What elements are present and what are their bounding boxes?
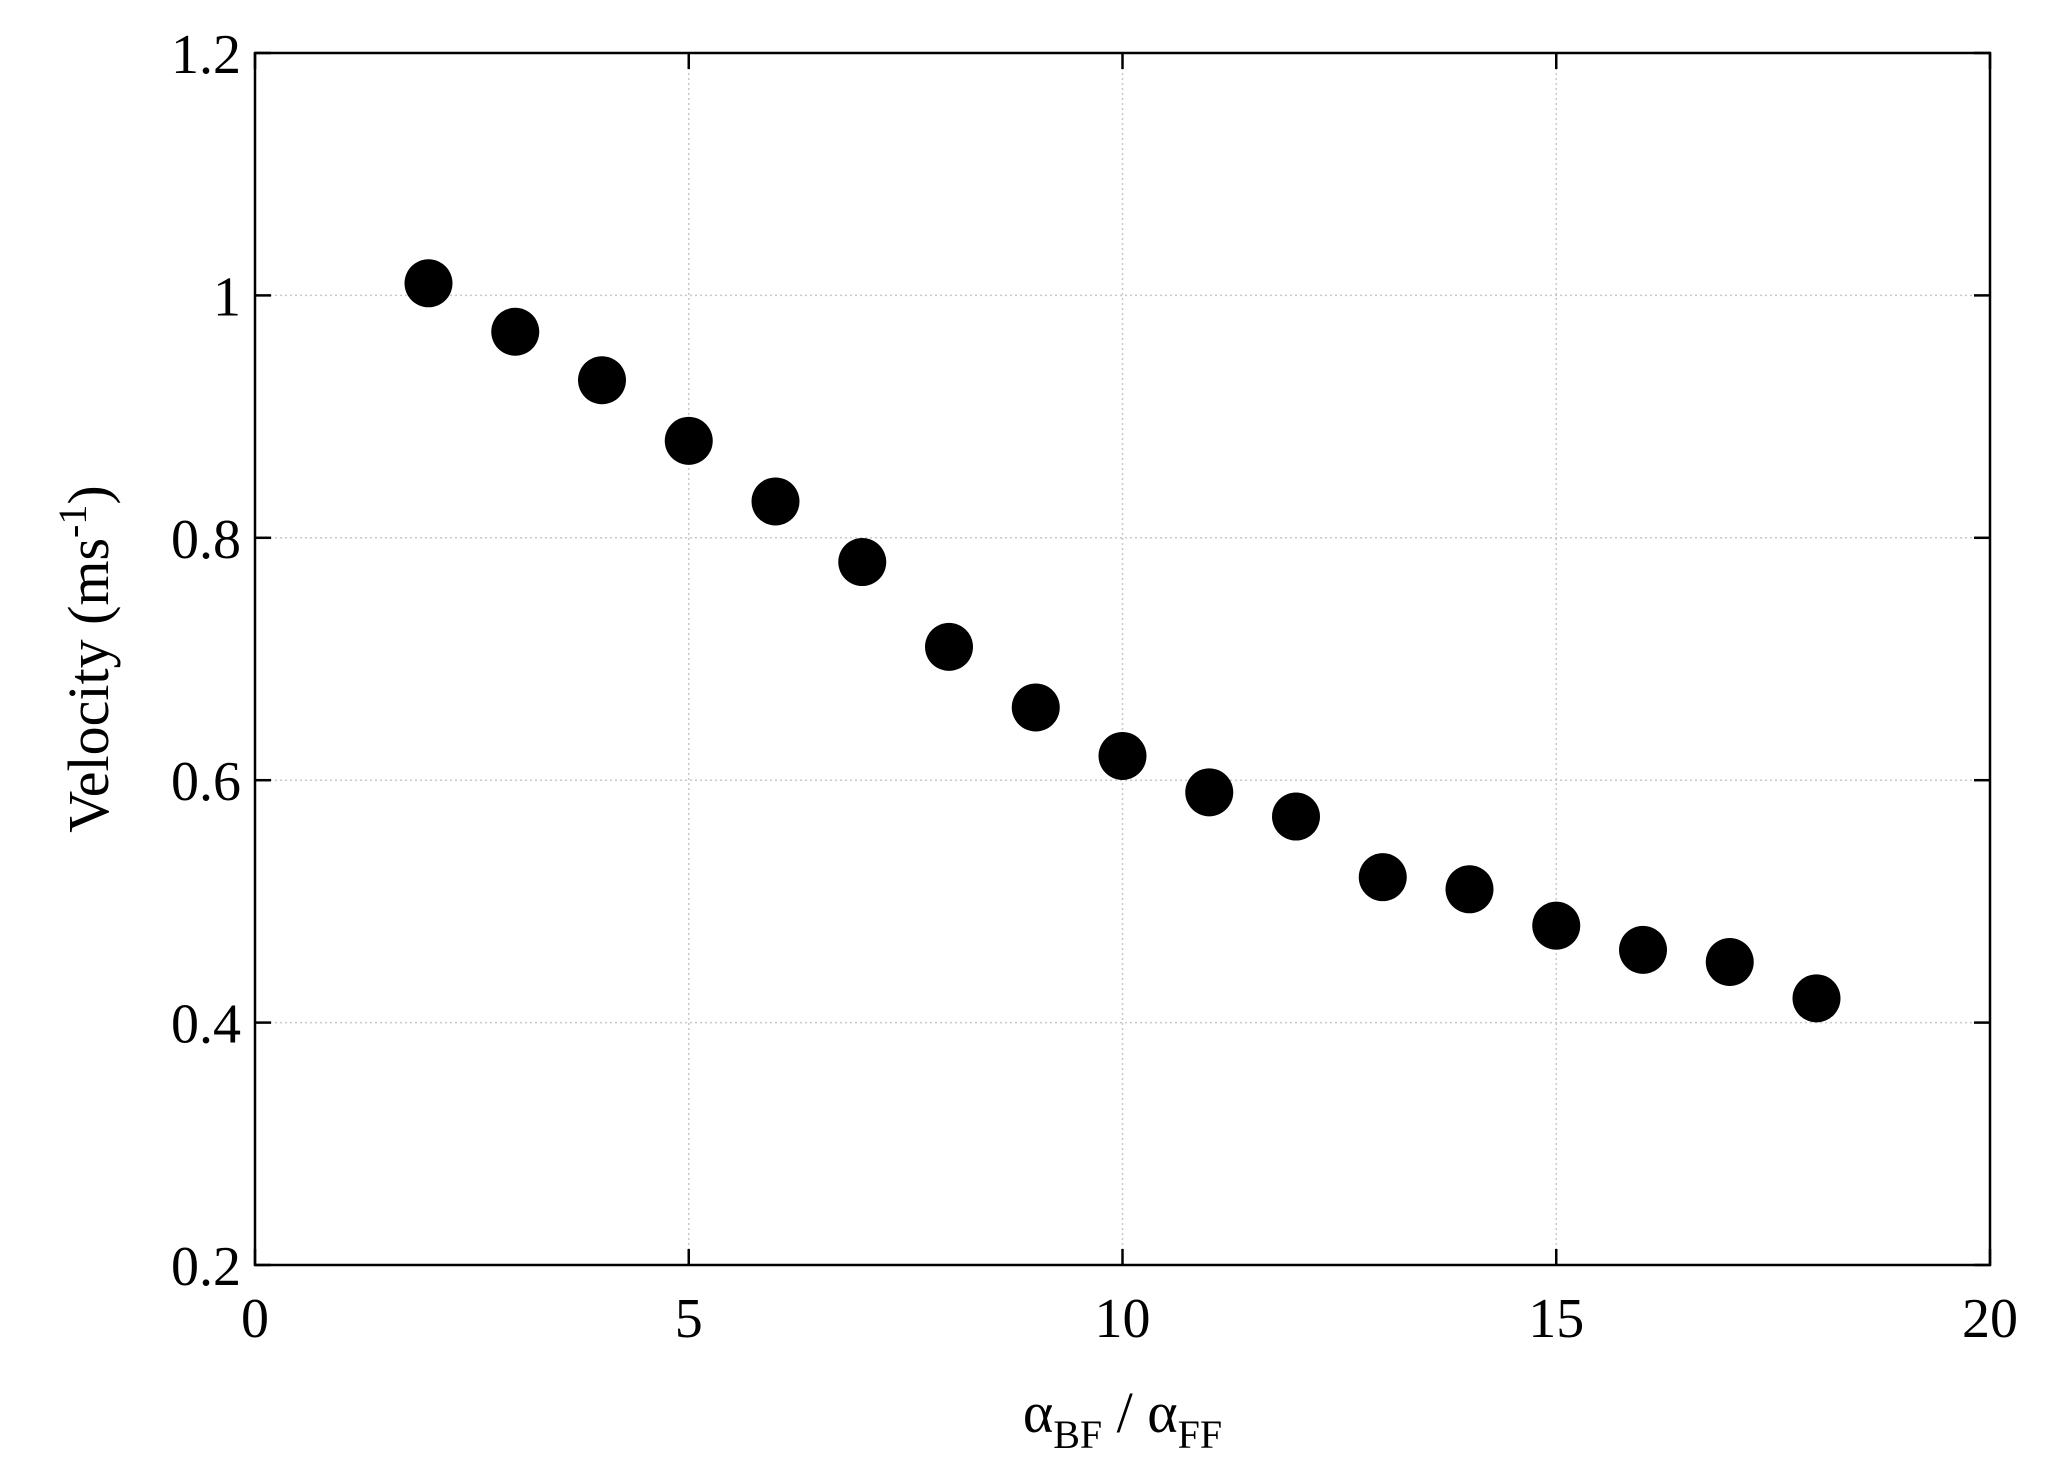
data-point xyxy=(578,356,626,405)
data-point xyxy=(1011,683,1060,732)
data-point xyxy=(1619,925,1667,974)
data-point xyxy=(1358,853,1407,902)
data-point xyxy=(925,622,973,671)
x-tick-label: 20 xyxy=(1962,1288,2018,1350)
data-point xyxy=(1792,974,1841,1023)
data-point xyxy=(664,416,713,465)
x-tick-label: 10 xyxy=(1095,1288,1151,1350)
data-point xyxy=(1272,792,1320,841)
data-point xyxy=(1098,731,1147,780)
x-axis-label: αBF / αFF xyxy=(1023,1380,1222,1457)
data-point xyxy=(838,538,887,587)
data-point xyxy=(1445,865,1494,914)
x-axis-label-part: α xyxy=(1023,1380,1053,1445)
y-tick-label: 0.8 xyxy=(171,509,241,571)
y-tick-label: 1.2 xyxy=(171,24,241,86)
x-axis-label-subscript: FF xyxy=(1178,1412,1223,1457)
x-tick-label: 5 xyxy=(675,1288,703,1350)
y-tick-label: 0.6 xyxy=(171,751,241,813)
y-axis-label-part: Velocity (ms xyxy=(56,538,121,833)
y-axis-label: Velocity (ms-1) xyxy=(50,485,121,832)
x-axis-label-part: α xyxy=(1147,1380,1177,1445)
y-tick-label: 0.4 xyxy=(171,994,241,1056)
y-tick-label: 1 xyxy=(213,266,241,328)
data-point xyxy=(751,477,800,526)
axes xyxy=(253,51,1992,1267)
data-points xyxy=(404,259,1841,1023)
grid xyxy=(255,53,1990,1265)
x-tick-label: 15 xyxy=(1528,1288,1584,1350)
x-tick-label: 0 xyxy=(241,1288,269,1350)
y-axis-label-superscript: -1 xyxy=(50,505,95,538)
x-axis-label-subscript: BF xyxy=(1053,1412,1102,1457)
data-point xyxy=(404,259,453,308)
data-point xyxy=(1185,768,1234,817)
y-axis-label-part: ) xyxy=(56,485,121,504)
y-tick-label: 0.2 xyxy=(171,1236,241,1298)
x-axis-label-part: / xyxy=(1102,1380,1147,1445)
data-point xyxy=(491,307,540,356)
data-point xyxy=(1705,938,1754,986)
data-point xyxy=(1532,901,1581,950)
